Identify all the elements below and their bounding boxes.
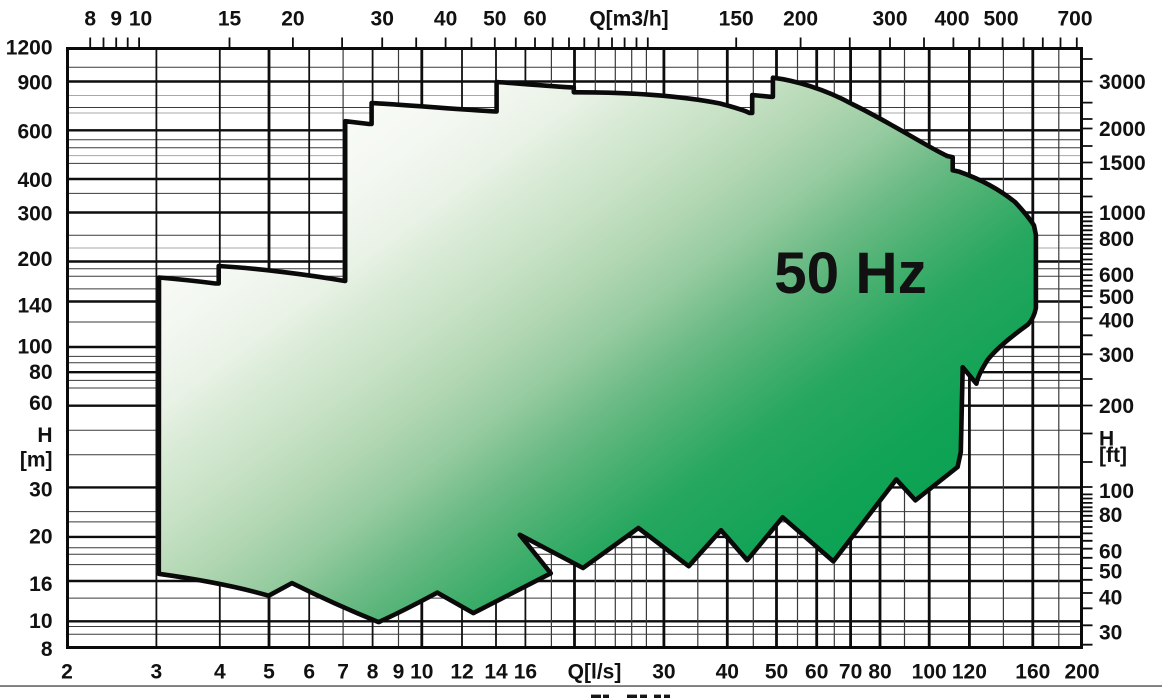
svg-text:2: 2: [61, 661, 73, 684]
svg-text:600: 600: [17, 120, 52, 143]
svg-text:100: 100: [912, 661, 947, 684]
svg-text:50: 50: [1099, 561, 1122, 584]
svg-text:200: 200: [783, 8, 818, 31]
svg-text:1500: 1500: [1099, 152, 1146, 175]
svg-text:50 Hz: 50 Hz: [774, 241, 927, 306]
svg-text:[m]: [m]: [20, 449, 53, 472]
svg-text:600: 600: [1099, 264, 1134, 287]
svg-text:5: 5: [263, 661, 275, 684]
svg-text:400: 400: [1099, 309, 1134, 332]
svg-text:80: 80: [868, 661, 891, 684]
svg-text:20: 20: [29, 526, 52, 549]
svg-text:100: 100: [1099, 480, 1134, 503]
svg-text:30: 30: [371, 8, 394, 31]
svg-text:200: 200: [1064, 661, 1099, 684]
svg-text:150: 150: [719, 8, 754, 31]
svg-text:3: 3: [151, 661, 163, 684]
svg-text:12: 12: [450, 661, 473, 684]
svg-text:2000: 2000: [1099, 118, 1146, 141]
svg-text:100: 100: [17, 336, 52, 359]
svg-text:Q[m3/h]: Q[m3/h]: [589, 8, 668, 31]
svg-text:80: 80: [29, 361, 52, 384]
svg-text:1000: 1000: [1099, 202, 1146, 225]
svg-text:30: 30: [1099, 621, 1122, 644]
svg-text:16: 16: [29, 573, 52, 596]
svg-text:20: 20: [281, 8, 304, 31]
svg-text:200: 200: [17, 248, 52, 271]
svg-text:8: 8: [41, 638, 53, 661]
svg-text:160: 160: [1015, 661, 1050, 684]
svg-text:300: 300: [1099, 344, 1134, 367]
svg-text:30: 30: [29, 478, 52, 501]
svg-text:700: 700: [1057, 8, 1092, 31]
svg-text:10: 10: [129, 8, 152, 31]
svg-text:6: 6: [303, 661, 315, 684]
svg-text:30: 30: [652, 661, 675, 684]
svg-text:300: 300: [872, 8, 907, 31]
svg-text:16: 16: [514, 661, 537, 684]
svg-text:H: H: [37, 424, 52, 447]
svg-text:4: 4: [214, 661, 226, 684]
svg-text:H: H: [1099, 427, 1114, 450]
svg-text:50: 50: [765, 661, 788, 684]
svg-text:80: 80: [1099, 504, 1122, 527]
svg-text:500: 500: [1099, 286, 1134, 309]
svg-text:60: 60: [29, 392, 52, 415]
svg-text:Q[l/s]: Q[l/s]: [568, 661, 622, 684]
svg-text:7: 7: [337, 661, 349, 684]
svg-text:8: 8: [367, 661, 379, 684]
svg-text:40: 40: [434, 8, 457, 31]
svg-text:400: 400: [934, 8, 969, 31]
svg-text:15: 15: [218, 8, 242, 31]
svg-text:40: 40: [716, 661, 739, 684]
svg-text:60: 60: [805, 661, 828, 684]
svg-text:9: 9: [110, 8, 122, 31]
svg-text:300: 300: [17, 203, 52, 226]
svg-text:60: 60: [523, 8, 546, 31]
svg-text:1200: 1200: [6, 37, 53, 60]
svg-text:40: 40: [1099, 587, 1122, 610]
svg-text:50: 50: [483, 8, 506, 31]
svg-text:10: 10: [410, 661, 433, 684]
svg-text:200: 200: [1099, 395, 1134, 418]
svg-text:140: 140: [17, 295, 52, 318]
svg-text:400: 400: [17, 169, 52, 192]
svg-text:800: 800: [1099, 228, 1134, 251]
svg-text:14: 14: [484, 661, 508, 684]
svg-text:60: 60: [1099, 541, 1122, 564]
svg-text:8: 8: [84, 8, 96, 31]
svg-text:3000: 3000: [1099, 71, 1146, 94]
svg-text:120: 120: [952, 661, 987, 684]
svg-text:10: 10: [29, 610, 52, 633]
svg-text:70: 70: [839, 661, 862, 684]
svg-text:500: 500: [983, 8, 1018, 31]
svg-text:[ft]: [ft]: [1099, 444, 1127, 467]
svg-text:9: 9: [393, 661, 405, 684]
svg-text:900: 900: [17, 72, 52, 95]
